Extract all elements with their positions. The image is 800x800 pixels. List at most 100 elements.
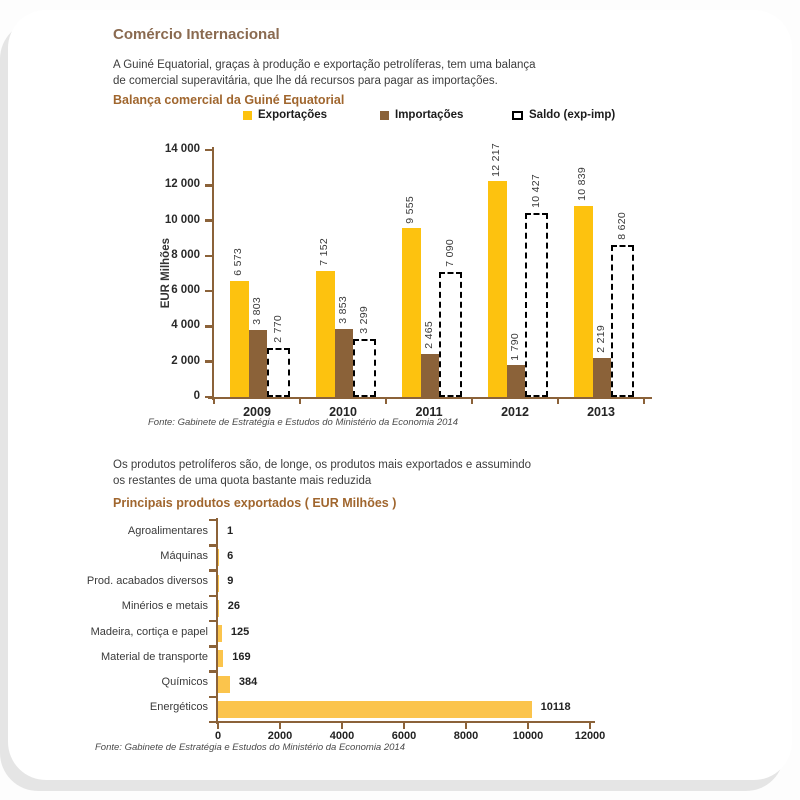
x2-tick-mark (402, 723, 406, 729)
row-tick-mark (209, 670, 216, 673)
report-card (8, 10, 792, 780)
year-label: 2012 (501, 405, 529, 419)
y-tick-label: 2 000 (171, 354, 200, 367)
y-tick-mark (205, 219, 212, 222)
y-tick-mark (205, 395, 212, 399)
x-tick-label: 2000 (267, 730, 293, 742)
category-label: Minérios e metais (121, 600, 208, 613)
saldo-bar-2010 (353, 338, 376, 397)
product-value-label: 1 (227, 524, 234, 537)
x-tick-mark (470, 398, 474, 404)
x2-tick-mark (340, 723, 344, 729)
row-tick-mark (209, 720, 216, 724)
x-tick-mark (298, 398, 302, 404)
category-label: Químicos (161, 676, 208, 689)
legend-item-importacoes: Importações (380, 109, 463, 121)
product-bar-3 (218, 599, 219, 617)
saldo-bar-2013 (611, 244, 634, 397)
exportacoes-bar-2010 (316, 270, 335, 397)
x-tick-label: 0 (214, 730, 222, 742)
category-label: Energéticos (149, 701, 208, 714)
chart2-y-axis (215, 518, 218, 724)
row-tick-mark (209, 594, 216, 597)
x-tick-label: 6000 (391, 730, 417, 742)
y-tick-mark (205, 360, 212, 363)
product-bar-7 (218, 700, 532, 718)
exportacoes-bar-2011 (402, 228, 421, 397)
importacoes-bar-2011 (420, 353, 439, 397)
chart2-source: Fonte: Gabinete de Estratégia e Estudos … (95, 742, 405, 753)
x2-tick-mark (588, 723, 592, 729)
bar-value-label: 7 090 (443, 239, 456, 267)
y-tick-label: 10 000 (164, 213, 200, 226)
bar-value-label: 3 299 (357, 306, 370, 334)
chart2-x-axis (211, 720, 595, 723)
section2-line-2: os restantes de uma quota bastante mais … (113, 475, 372, 487)
saldo-bar-2011 (439, 271, 462, 397)
bar-value-label: 9 555 (404, 195, 417, 224)
product-value-label: 125 (230, 625, 250, 638)
x2-tick-mark (464, 723, 468, 729)
product-value-label: 6 (227, 549, 234, 562)
chart1-source: Fonte: Gabinete de Estratégia e Estudos … (148, 417, 458, 428)
product-value-label: 26 (227, 600, 241, 613)
legend-item-saldo: Saldo (exp-imp) (512, 109, 615, 121)
x2-tick-mark (526, 723, 530, 729)
product-value-label: 9 (227, 575, 234, 588)
bar-value-label: 6 573 (232, 248, 245, 277)
chart1-title: Balança comercial da Guiné Equatorial (113, 93, 345, 107)
y-tick-label: 8 000 (171, 248, 200, 261)
category-label: Prod. acabados diversos (86, 575, 208, 588)
x-tick-label: 12000 (574, 730, 606, 742)
section2-line-1: Os produtos petrolíferos são, de longe, … (113, 459, 532, 471)
product-bar-6 (218, 675, 230, 693)
product-bar-4 (218, 625, 222, 643)
y-tick-label: 14 000 (164, 143, 200, 155)
intro-line-1: A Guiné Equatorial, graças à produção e … (113, 59, 536, 71)
y-tick-mark (205, 184, 212, 187)
category-label: Máquinas (160, 549, 208, 562)
x-tick-label: 4000 (329, 730, 355, 742)
x-tick-mark (556, 398, 560, 404)
x-tick-label: 10000 (512, 730, 544, 742)
bar-value-label: 2 770 (271, 315, 284, 344)
exportacoes-swatch-icon (243, 110, 252, 120)
chart1-y-axis (211, 147, 214, 400)
category-label: Material de transporte (101, 650, 208, 663)
bar-value-label: 10 427 (529, 174, 542, 209)
legend-label-importacoes: Importações (395, 109, 464, 121)
x-tick-mark (212, 398, 216, 404)
x-tick-mark (384, 398, 388, 404)
x2-tick-mark (216, 723, 220, 729)
x-tick-mark (642, 398, 646, 404)
bar-value-label: 2 465 (422, 320, 435, 349)
y-tick-label: 4 000 (171, 319, 200, 332)
x2-tick-mark (278, 723, 282, 729)
row-tick-mark (209, 645, 216, 648)
importacoes-swatch-icon (380, 110, 389, 120)
chart1-x-axis (208, 396, 652, 399)
bar-value-label: 12 217 (490, 142, 503, 177)
category-label: Madeira, cortiça e papel (90, 625, 208, 638)
y-tick-mark (205, 148, 212, 152)
exportacoes-bar-2013 (574, 205, 593, 397)
importacoes-bar-2009 (248, 329, 267, 397)
y-tick-mark (205, 325, 212, 328)
y-tick-label: 0 (193, 390, 200, 402)
row-tick-mark (209, 619, 216, 623)
row-tick-mark (209, 518, 216, 522)
bar-value-label: 8 620 (615, 212, 628, 240)
bar-value-label: 3 803 (250, 297, 263, 325)
saldo-bar-2009 (267, 348, 290, 397)
y-tick-mark (205, 254, 212, 258)
bar-value-label: 3 853 (336, 296, 349, 325)
legend-label-exportacoes: Exportações (258, 109, 328, 121)
importacoes-bar-2012 (506, 365, 525, 397)
bar-value-label: 10 839 (576, 166, 589, 201)
row-tick-mark (209, 544, 216, 547)
saldo-swatch-icon (512, 110, 523, 120)
bar-value-label: 2 219 (594, 325, 607, 353)
x-tick-label: 8000 (453, 730, 479, 742)
importacoes-bar-2013 (592, 357, 611, 397)
